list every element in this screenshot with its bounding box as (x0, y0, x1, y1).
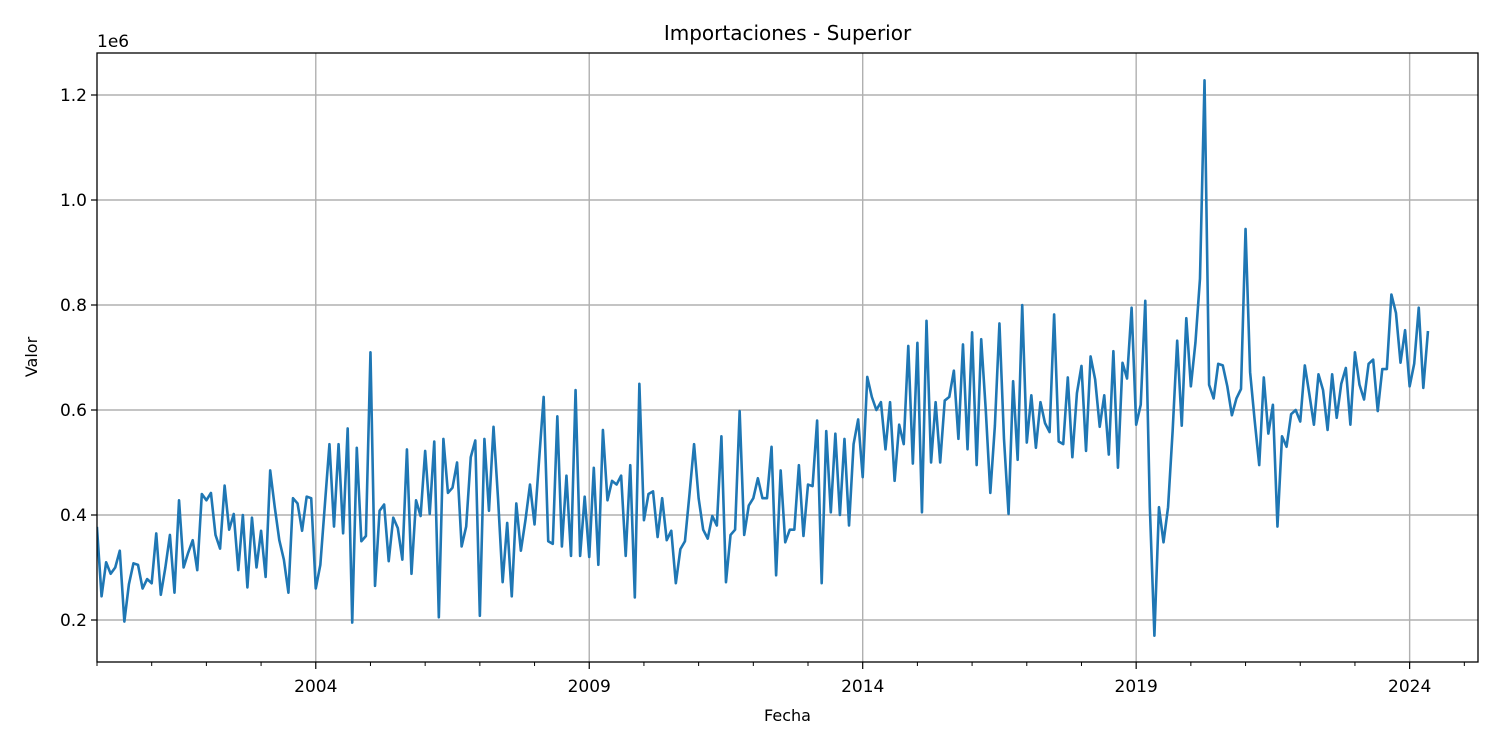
x-axis-label: Fecha (764, 706, 811, 725)
x-tick-label: 2004 (294, 677, 337, 697)
y-axis-label: Valor (22, 336, 41, 377)
grid-lines (97, 53, 1478, 662)
series-layer (97, 79, 1430, 638)
x-tick-label: 2024 (1388, 677, 1431, 697)
y-tick-label: 0.8 (60, 296, 87, 316)
y-tick-label: 0.2 (60, 611, 87, 631)
y-tick-label: 0.4 (60, 506, 87, 526)
x-tick-label: 2014 (841, 677, 884, 697)
series-line (97, 79, 1430, 638)
y-tick-label: 1.0 (60, 191, 87, 211)
chart-title: Importaciones - Superior (664, 21, 912, 45)
x-tick-label: 2009 (568, 677, 611, 697)
y-tick-label: 0.6 (60, 401, 87, 421)
axes: 0.2 0.4 0.6 0.8 1.0 1.2 2004 2009 2014 2019 2024 (60, 86, 1465, 697)
y-tick-label: 1.2 (60, 86, 87, 106)
y-axis-offset-label: 1e6 (97, 32, 129, 52)
x-tick-label: 2019 (1115, 677, 1158, 697)
plot-frame (96, 52, 1479, 663)
